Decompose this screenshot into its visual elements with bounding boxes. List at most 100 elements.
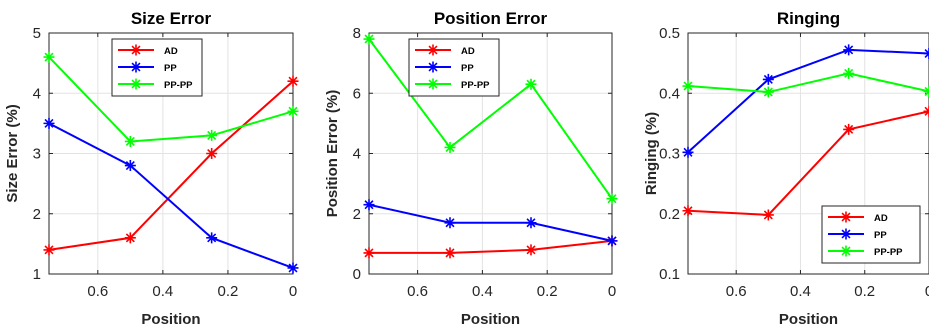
y-tick-label: 0.4 (659, 85, 680, 102)
x-tick-label: 0.4 (152, 283, 173, 300)
data-point-marker (843, 44, 855, 56)
series-ad (43, 75, 299, 256)
series-line (368, 203, 613, 242)
series-line (369, 239, 613, 254)
legend-label: PP-PP (874, 247, 903, 258)
legend-marker (427, 78, 439, 90)
data-point-marker (124, 232, 136, 244)
legend-label: PP-PP (461, 80, 490, 91)
data-point-marker (606, 235, 618, 247)
series-pp-pp (682, 67, 929, 98)
series-pp (363, 199, 618, 247)
data-point-marker (206, 129, 218, 141)
x-tick-label: 0 (289, 283, 297, 300)
x-tick-label: 0.6 (87, 283, 108, 300)
data-point-marker (843, 67, 855, 79)
series-line (687, 110, 929, 216)
y-tick-label: 0.3 (659, 146, 680, 163)
data-point-marker (762, 73, 774, 85)
x-tick-label: 0.2 (537, 283, 558, 300)
y-axis-label: Ringing (%) (643, 112, 660, 195)
legend: AD PP PP-PP (111, 38, 203, 97)
chart-panel-1: 0.6 0.4 0.2 0 1 2 3 4 5 Size Error Position Size Er… (4, 9, 299, 328)
series-line (48, 80, 294, 251)
y-axis-label: Size Error (%) (4, 104, 21, 202)
legend-label: PP (874, 230, 887, 241)
chart-title: Ringing (777, 9, 840, 28)
data-point-marker (843, 123, 855, 135)
x-axis-label: Position (141, 311, 200, 328)
y-tick-label: 0.2 (659, 206, 680, 223)
legend-label: PP-PP (164, 80, 193, 91)
chart-title: Position Error (434, 9, 548, 28)
data-point-marker (363, 247, 375, 259)
axes-frame (368, 32, 613, 275)
data-point-marker (525, 217, 537, 229)
chart-panel-3: 0.6 0.4 0.2 0 0.1 0.2 0.3 0.4 0.5 Ringing Position… (643, 9, 929, 328)
x-tick-label: 0 (925, 283, 929, 300)
data-point-marker (363, 33, 375, 45)
legend-marker (427, 44, 439, 56)
x-tick-label: 0.2 (854, 283, 875, 300)
legend: AD PP PP-PP (408, 38, 500, 97)
data-point-marker (206, 232, 218, 244)
y-tick-label: 5 (33, 25, 41, 42)
data-point-marker (682, 80, 694, 92)
legend-marker (840, 228, 852, 240)
data-point-marker (682, 146, 694, 158)
legend-label: AD (874, 213, 888, 224)
series-line (687, 72, 929, 94)
series-pp (682, 44, 929, 158)
x-axis-label: Position (461, 311, 520, 328)
data-point-marker (762, 209, 774, 221)
legend-label: AD (164, 46, 178, 57)
data-point-marker (206, 148, 218, 159)
legend-label: PP (164, 63, 177, 74)
x-tick-label: 0.4 (790, 283, 811, 300)
y-axis-label: Position Error (%) (324, 90, 341, 218)
data-point-marker (43, 117, 55, 129)
chart-panel-2: 0.6 0.4 0.2 0 0 2 4 6 8 Position Error Position Pos… (324, 9, 618, 328)
axes-frame (48, 32, 294, 275)
data-point-marker (124, 160, 136, 172)
x-axis-label: Position (779, 311, 838, 328)
x-tick-label: 0.6 (407, 283, 428, 300)
x-tick-label: 0 (608, 283, 616, 300)
data-point-marker (363, 199, 375, 211)
y-tick-label: 4 (33, 85, 41, 102)
data-point-marker (43, 244, 55, 256)
data-point-marker (606, 193, 618, 205)
series-line (48, 56, 294, 143)
x-tick-label: 0.4 (472, 283, 493, 300)
data-point-marker (287, 105, 299, 117)
data-point-marker (124, 135, 136, 147)
x-tick-label: 0.2 (218, 283, 239, 300)
y-tick-label: 2 (353, 206, 361, 223)
y-tick-label: 0 (353, 266, 361, 283)
legend-label: PP (461, 63, 474, 74)
legend-marker (427, 61, 439, 73)
data-point-marker (444, 217, 456, 229)
y-tick-label: 0.5 (659, 25, 680, 42)
data-point-marker (762, 86, 774, 98)
data-point-marker (444, 141, 456, 153)
data-point-marker (525, 244, 537, 256)
series-line (687, 48, 929, 154)
data-point-marker (43, 51, 55, 63)
y-tick-label: 4 (353, 146, 361, 163)
legend-marker (840, 211, 852, 223)
x-tick-label: 0.6 (726, 283, 747, 300)
series-pp-pp (43, 51, 299, 147)
legend-label: AD (461, 46, 475, 57)
series-pp (43, 117, 299, 274)
data-point-marker (287, 75, 299, 87)
y-tick-label: 0.1 (659, 266, 680, 283)
y-tick-label: 2 (33, 206, 41, 223)
series-ad (682, 105, 929, 221)
legend-marker (130, 78, 142, 90)
series-line (48, 122, 294, 269)
data-point-marker (682, 205, 694, 217)
legend-marker (840, 245, 852, 257)
data-point-marker (287, 262, 299, 274)
